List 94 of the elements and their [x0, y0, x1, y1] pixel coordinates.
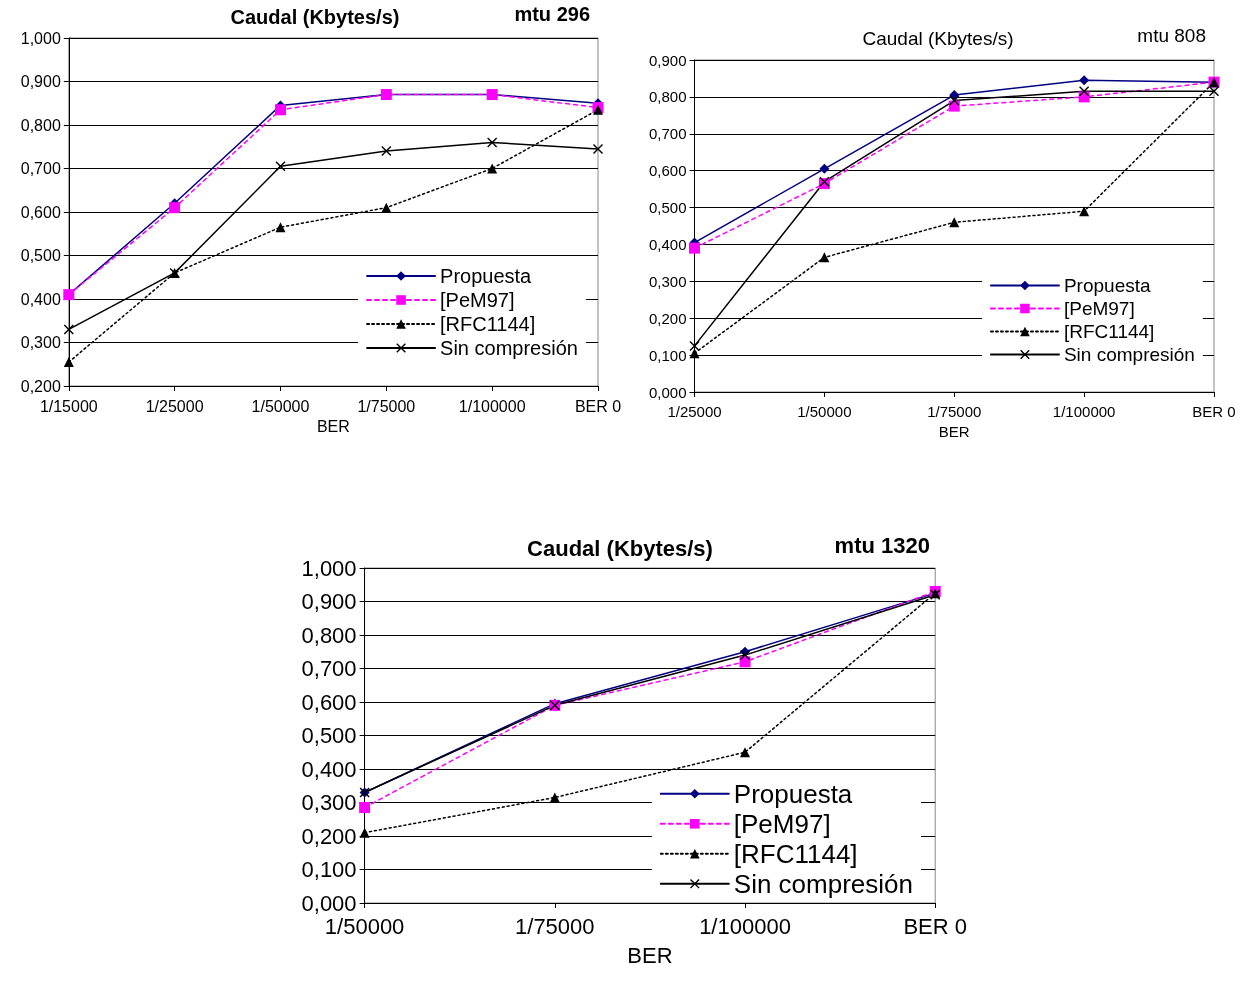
y-tick-label: 0,900	[301, 589, 357, 614]
point	[819, 252, 830, 263]
chart-subtitle: mtu 1320	[834, 532, 931, 558]
x-axis-title: BER	[938, 422, 970, 440]
y-tick-label: 0,800	[301, 622, 357, 648]
point	[740, 747, 751, 758]
point	[949, 95, 960, 106]
y-tick-label: 0,600	[301, 689, 357, 715]
point	[274, 104, 286, 116]
y-tick-label: 0,600	[20, 203, 61, 221]
y-tick-label: 0,300	[648, 272, 687, 290]
y-tick-label: 0,200	[648, 309, 687, 327]
x-tick-label: 1/75000	[927, 403, 982, 420]
y-tick-label: 0,800	[20, 116, 61, 134]
legend-label: Sin compresión	[733, 868, 914, 899]
point	[275, 161, 286, 172]
y-tick-label: 0,500	[20, 247, 61, 264]
point	[275, 222, 286, 233]
y-tick-label: 0,600	[648, 162, 687, 180]
y-tick-label: 0,300	[20, 334, 61, 351]
point	[381, 202, 392, 213]
point	[549, 792, 560, 803]
point	[1209, 86, 1219, 97]
x-tick-label: 1/75000	[515, 913, 595, 939]
legend-label: [PeM97]	[1063, 298, 1135, 319]
y-tick-label: 0,000	[301, 890, 357, 916]
y-tick-label: 0,400	[301, 756, 357, 782]
chart-subtitle: mtu 296	[514, 3, 591, 25]
point	[487, 137, 498, 148]
point	[689, 348, 700, 359]
point	[689, 340, 700, 351]
x-tick-label: BER 0	[903, 913, 968, 939]
y-tick-label: 0,400	[648, 235, 687, 253]
point	[1079, 206, 1090, 217]
legend-label: Propuesta	[440, 265, 533, 287]
point	[169, 202, 181, 214]
y-tick-label: 1,000	[301, 555, 357, 581]
x-tick-label: 1/100000	[1052, 403, 1116, 420]
point	[949, 90, 960, 101]
x-tick-label: 1/50000	[251, 397, 310, 415]
point	[740, 650, 751, 661]
y-tick-label: 0,200	[20, 377, 61, 395]
point	[359, 802, 371, 814]
x-axis-title: BER	[627, 943, 673, 969]
legend-label: [RFC1144]	[733, 838, 858, 869]
x-tick-label: 1/25000	[667, 403, 722, 420]
point	[689, 242, 700, 254]
chart-title: Caudal (Kbytes/s)	[862, 28, 1014, 49]
x-tick-label: 1/100000	[458, 397, 526, 415]
y-tick-label: 0,500	[648, 199, 687, 217]
x-tick-label: 1/50000	[324, 913, 405, 939]
chart-title: Caudal (Kbytes/s)	[230, 6, 400, 28]
y-tick-label: 0,300	[301, 790, 357, 815]
chart-title: Caudal (Kbytes/s)	[527, 535, 713, 561]
point	[381, 146, 392, 157]
x-tick-label: 1/75000	[357, 397, 416, 415]
y-tick-label: 0,700	[648, 125, 687, 143]
x-tick-label: 1/25000	[145, 397, 204, 415]
y-tick-label: 1,000	[20, 29, 61, 47]
y-tick-label: 0,100	[648, 346, 687, 364]
legend-label: Propuesta	[733, 778, 853, 809]
point	[63, 324, 74, 335]
point	[63, 357, 74, 368]
y-tick-label: 0,900	[648, 51, 687, 69]
point	[487, 163, 498, 174]
y-tick-label: 0,700	[20, 160, 61, 177]
y-tick-label: 0,000	[648, 383, 687, 401]
y-tick-label: 0,800	[648, 88, 687, 106]
legend-label: [PeM97]	[733, 808, 831, 839]
x-tick-label: BER 0	[574, 397, 622, 415]
point	[593, 143, 603, 154]
y-tick-label: 0,400	[20, 290, 61, 308]
legend-label: Sin compresión	[440, 337, 578, 359]
y-tick-label: 0,700	[301, 656, 357, 681]
chart-subtitle: mtu 808	[1137, 25, 1206, 46]
x-axis-title: BER	[316, 418, 350, 436]
x-tick-label: BER 0	[1192, 403, 1236, 420]
legend-label: [RFC1144]	[440, 313, 536, 335]
legend-label: [PeM97]	[440, 289, 515, 311]
y-tick-label: 0,900	[20, 73, 61, 90]
point	[1079, 86, 1090, 97]
y-tick-label: 0,200	[301, 823, 357, 849]
point	[949, 217, 960, 228]
y-tick-label: 0,500	[301, 723, 357, 748]
y-tick-label: 0,100	[301, 857, 357, 882]
x-tick-label: 1/50000	[797, 403, 852, 420]
point	[359, 827, 370, 838]
legend-label: Propuesta	[1063, 275, 1151, 296]
legend-label: Sin compresión	[1063, 344, 1195, 365]
legend-label: [RFC1144]	[1063, 321, 1155, 342]
x-tick-label: 1/15000	[39, 397, 98, 415]
point	[1079, 75, 1090, 86]
x-tick-label: 1/100000	[699, 913, 791, 939]
point	[819, 163, 830, 174]
